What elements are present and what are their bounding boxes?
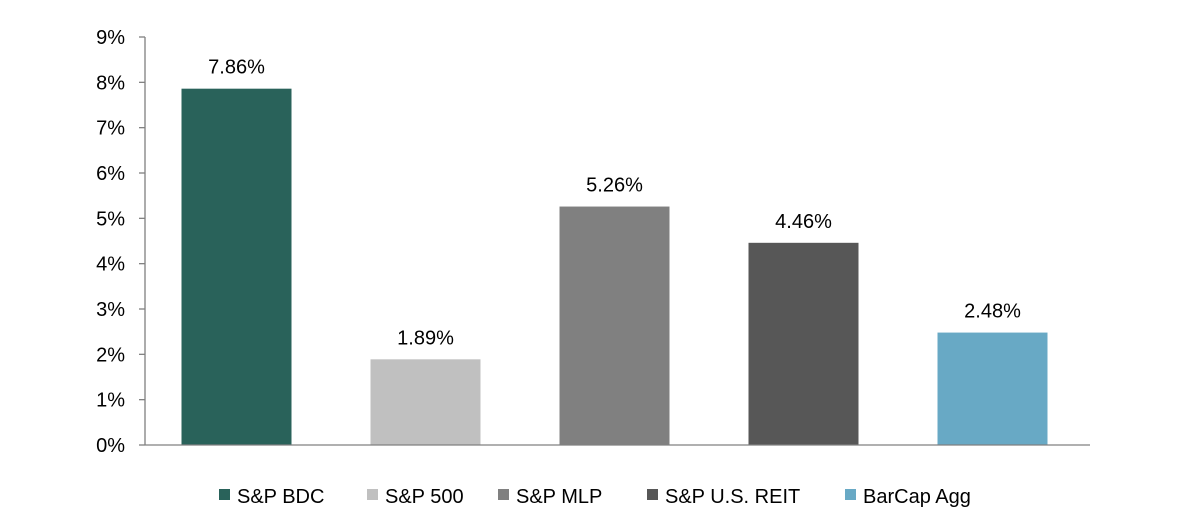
legend-swatch: [367, 489, 378, 500]
legend-label: S&P 500: [385, 486, 464, 508]
legend: S&P BDC S&P 500 S&P MLP S&P U.S. REIT BarCap…: [219, 486, 971, 508]
bar: [748, 242, 859, 445]
data-label: 4.46%: [775, 211, 832, 233]
data-label: 2.48%: [964, 301, 1021, 323]
data-label: 5.26%: [586, 175, 643, 197]
data-label: 1.89%: [397, 327, 454, 349]
legend-label: S&P BDC: [237, 486, 324, 508]
legend-swatch: [647, 489, 658, 500]
y-tick-label: 2%: [96, 344, 125, 366]
y-tick-label: 8%: [96, 72, 125, 94]
y-axis-ticks: 0% 1% 2% 3% 4% 5% 6% 7% 8% 9%: [96, 27, 145, 457]
bar: [937, 332, 1048, 445]
legend-label: BarCap Agg: [863, 486, 971, 508]
y-tick-label: 1%: [96, 390, 125, 412]
y-tick-label: 0%: [96, 435, 125, 457]
y-tick-label: 3%: [96, 299, 125, 321]
legend-label: S&P U.S. REIT: [665, 486, 800, 508]
legend-label: S&P MLP: [516, 486, 602, 508]
y-tick-label: 5%: [96, 208, 125, 230]
bars: [181, 88, 1048, 446]
bar: [559, 206, 670, 445]
legend-swatch: [498, 489, 509, 500]
y-tick-label: 4%: [96, 254, 125, 276]
legend-swatch: [845, 489, 856, 500]
y-tick-label: 7%: [96, 118, 125, 140]
bar: [181, 88, 292, 446]
y-tick-label: 9%: [96, 27, 125, 49]
data-labels: 7.86% 1.89% 5.26% 4.46% 2.48%: [208, 57, 1021, 350]
y-tick-label: 6%: [96, 163, 125, 185]
bar: [370, 359, 481, 445]
data-label: 7.86%: [208, 57, 265, 79]
legend-swatch: [219, 489, 230, 500]
